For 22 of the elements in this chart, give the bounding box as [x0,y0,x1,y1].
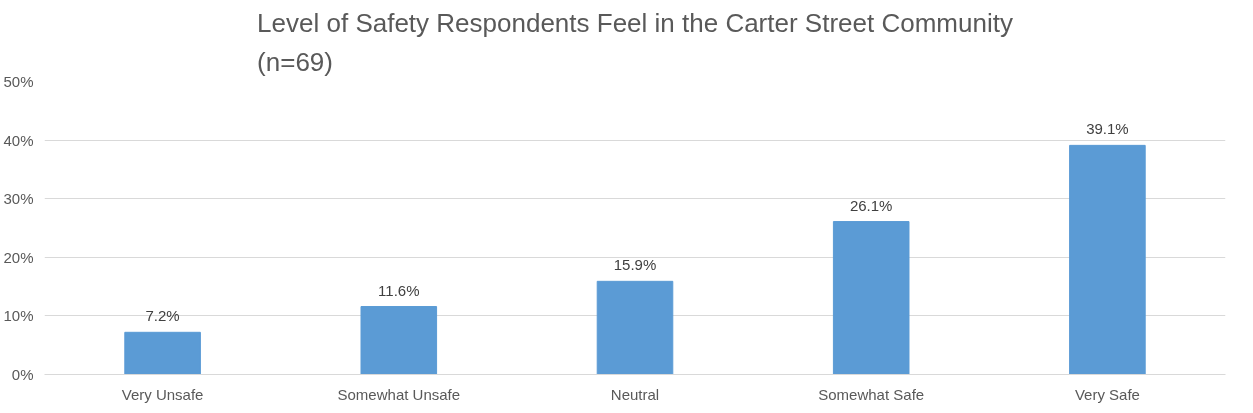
data-label: 7.2% [145,307,180,325]
y-tick-label: 40% [3,131,34,149]
y-tick-label: 10% [3,307,34,325]
x-tick-label: Somewhat Unsafe [337,385,461,403]
x-tick-label: Very Unsafe [121,385,204,403]
bar [360,306,438,375]
y-tick-label: 20% [3,248,34,266]
bar [832,221,910,375]
bar [124,331,201,375]
chart-title: Level of Safety Respondents Feel in the Carter Street Community (n=69) [257,7,1013,77]
bar [596,280,674,375]
x-tick-label: Somewhat Safe [818,385,925,403]
y-tick-label: 0% [11,366,34,383]
data-label: 15.9% [613,256,657,274]
y-tick-label: 30% [3,190,34,208]
x-tick-label: Very Safe [1074,385,1140,403]
data-label: 26.1% [849,196,893,214]
data-label: 39.1% [1086,120,1129,138]
data-label: 11.6% [378,281,420,299]
x-tick-label: Neutral [610,385,660,403]
bar [1069,144,1146,375]
y-tick-label: 50% [3,73,34,90]
